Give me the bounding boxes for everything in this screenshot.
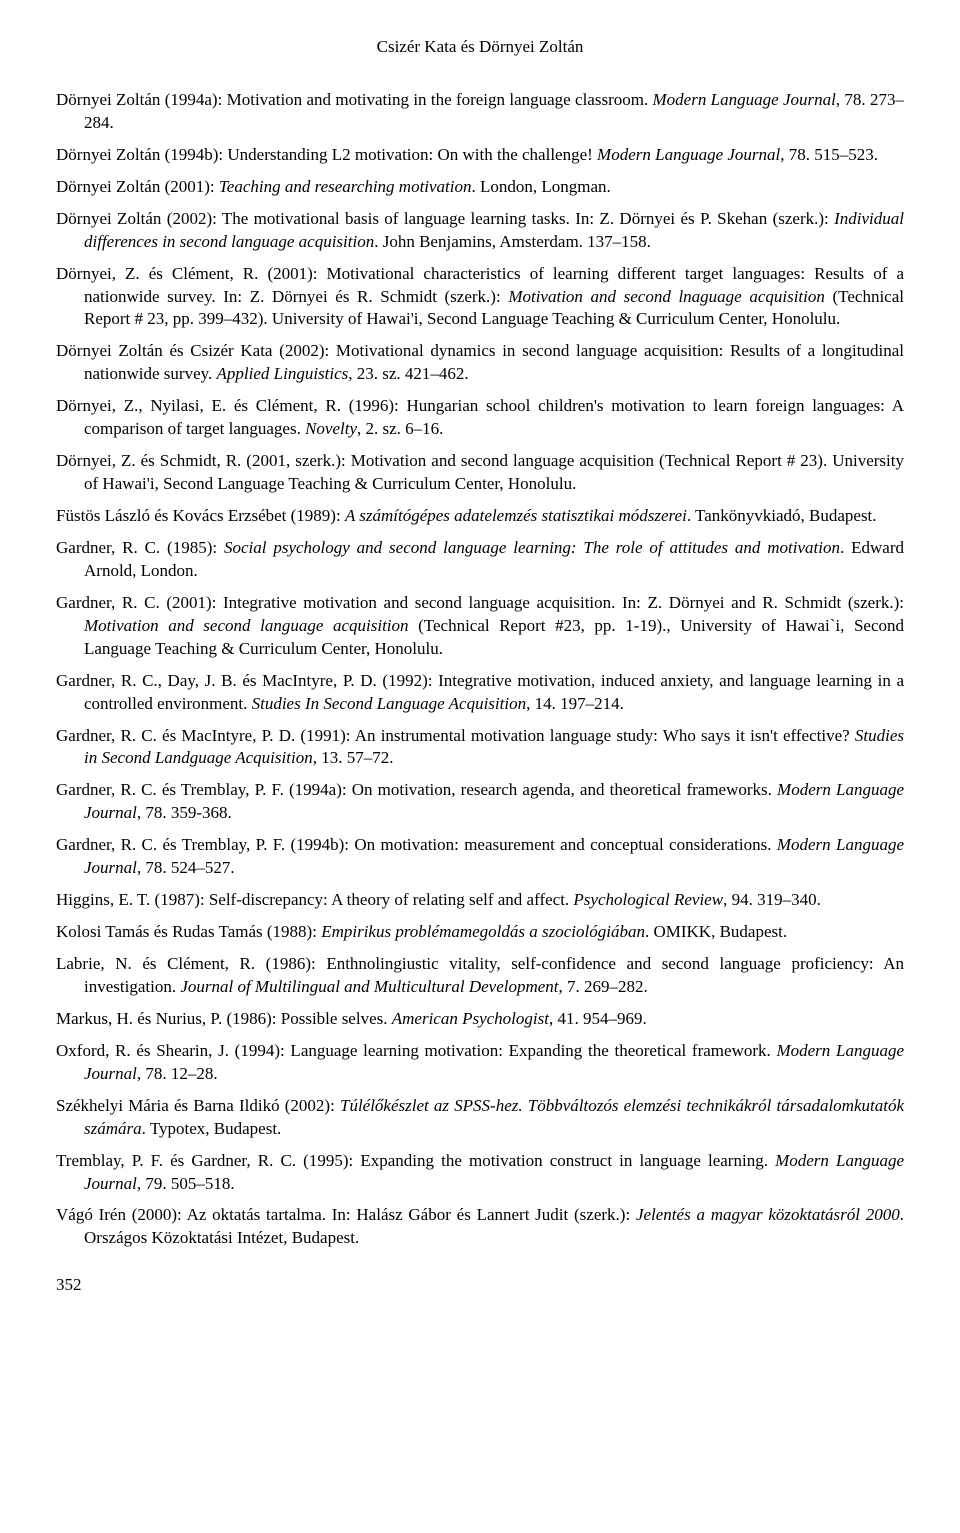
ref-italic: Journal of Multilingual and Multicultura… <box>180 977 558 996</box>
ref-italic: Studies In Second Language Acquisition <box>252 694 527 713</box>
reference-entry: Gardner, R. C. (2001): Integrative motiv… <box>56 592 904 661</box>
ref-text: . Tankönyvkiadó, Budapest. <box>687 506 877 525</box>
ref-text: , 7. 269–282. <box>559 977 648 996</box>
ref-text: Füstös László és Kovács Erzsébet (1989): <box>56 506 345 525</box>
ref-text: , 2. sz. 6–16. <box>357 419 443 438</box>
reference-entry: Dörnyei Zoltán (1994b): Understanding L2… <box>56 144 904 167</box>
reference-entry: Markus, H. és Nurius, P. (1986): Possibl… <box>56 1008 904 1031</box>
reference-entry: Dörnyei Zoltán és Csizér Kata (2002): Mo… <box>56 340 904 386</box>
ref-text: , 78. 12–28. <box>137 1064 218 1083</box>
ref-italic: A számítógépes adatelemzés statisztikai … <box>345 506 687 525</box>
page-header: Csizér Kata és Dörnyei Zoltán <box>56 36 904 59</box>
ref-text: . John Benjamins, Amsterdam. 137–158. <box>374 232 651 251</box>
ref-text: , 94. 319–340. <box>723 890 821 909</box>
reference-entry: Gardner, R. C. és MacIntyre, P. D. (1991… <box>56 725 904 771</box>
ref-text: , 13. 57–72. <box>313 748 394 767</box>
ref-text: Markus, H. és Nurius, P. (1986): Possibl… <box>56 1009 392 1028</box>
reference-entry: Oxford, R. és Shearin, J. (1994): Langua… <box>56 1040 904 1086</box>
ref-italic: Novelty <box>305 419 357 438</box>
ref-text: , 78. 515–523. <box>780 145 878 164</box>
ref-italic: Modern Language Journal <box>653 90 836 109</box>
ref-text: , 79. 505–518. <box>137 1174 235 1193</box>
ref-italic: Motivation and second lnaguage acquisiti… <box>508 287 825 306</box>
reference-entry: Kolosi Tamás és Rudas Tamás (1988): Empi… <box>56 921 904 944</box>
reference-entry: Gardner, R. C. és Tremblay, P. F. (1994a… <box>56 779 904 825</box>
ref-text: Székhelyi Mária és Barna Ildikó (2002): <box>56 1096 340 1115</box>
reference-entry: Gardner, R. C. (1985): Social psychology… <box>56 537 904 583</box>
reference-entry: Dörnyei Zoltán (1994a): Motivation and m… <box>56 89 904 135</box>
ref-text: Tremblay, P. F. és Gardner, R. C. (1995)… <box>56 1151 775 1170</box>
reference-entry: Tremblay, P. F. és Gardner, R. C. (1995)… <box>56 1150 904 1196</box>
ref-text: Dörnyei Zoltán (1994b): Understanding L2… <box>56 145 597 164</box>
reference-entry: Gardner, R. C. és Tremblay, P. F. (1994b… <box>56 834 904 880</box>
ref-text: Oxford, R. és Shearin, J. (1994): Langua… <box>56 1041 776 1060</box>
ref-italic: Jelentés a magyar közoktatásról 2000 <box>636 1205 900 1224</box>
ref-italic: Psychological Review <box>573 890 723 909</box>
ref-italic: American Psychologist <box>392 1009 549 1028</box>
page-number: 352 <box>56 1274 904 1297</box>
ref-text: Dörnyei, Z., Nyilasi, E. és Clément, R. … <box>56 396 904 438</box>
ref-text: Dörnyei, Z. és Schmidt, R. (2001, szerk.… <box>56 451 904 493</box>
ref-text: . London, Longman. <box>472 177 611 196</box>
ref-text: Kolosi Tamás és Rudas Tamás (1988): <box>56 922 321 941</box>
reference-entry: Dörnyei, Z. és Schmidt, R. (2001, szerk.… <box>56 450 904 496</box>
ref-text: Vágó Irén (2000): Az oktatás tartalma. I… <box>56 1205 636 1224</box>
reference-entry: Dörnyei Zoltán (2002): The motivational … <box>56 208 904 254</box>
ref-text: Dörnyei Zoltán (2002): The motivational … <box>56 209 834 228</box>
ref-italic: Social psychology and second language le… <box>224 538 840 557</box>
ref-italic: Motivation and second language acquisiti… <box>84 616 409 635</box>
ref-text: Gardner, R. C. és MacIntyre, P. D. (1991… <box>56 726 855 745</box>
ref-text: Dörnyei Zoltán (1994a): Motivation and m… <box>56 90 653 109</box>
reference-entry: Dörnyei, Z. és Clément, R. (2001): Motiv… <box>56 263 904 332</box>
ref-text: , 78. 359-368. <box>137 803 232 822</box>
ref-italic: Modern Language Journal <box>597 145 780 164</box>
ref-text: . Typotex, Budapest. <box>142 1119 282 1138</box>
reference-entry: Vágó Irén (2000): Az oktatás tartalma. I… <box>56 1204 904 1250</box>
reference-entry: Dörnyei Zoltán (2001): Teaching and rese… <box>56 176 904 199</box>
ref-text: Gardner, R. C. (1985): <box>56 538 224 557</box>
ref-text: . OMIKK, Budapest. <box>645 922 787 941</box>
ref-text: Gardner, R. C. (2001): Integrative motiv… <box>56 593 904 612</box>
ref-text: Dörnyei Zoltán (2001): <box>56 177 219 196</box>
reference-entry: Dörnyei, Z., Nyilasi, E. és Clément, R. … <box>56 395 904 441</box>
ref-italic: Applied Linguistics <box>217 364 349 383</box>
reference-entry: Higgins, E. T. (1987): Self-discrepancy:… <box>56 889 904 912</box>
ref-text: Gardner, R. C. és Tremblay, P. F. (1994a… <box>56 780 777 799</box>
reference-entry: Gardner, R. C., Day, J. B. és MacIntyre,… <box>56 670 904 716</box>
ref-text: Dörnyei Zoltán és Csizér Kata (2002): Mo… <box>56 341 904 383</box>
ref-text: , 78. 524–527. <box>137 858 235 877</box>
ref-text: , 23. sz. 421–462. <box>348 364 468 383</box>
ref-italic: Empirikus problémamegoldás a szociológiá… <box>321 922 645 941</box>
ref-italic: Teaching and researching motivation <box>219 177 472 196</box>
ref-text: Higgins, E. T. (1987): Self-discrepancy:… <box>56 890 573 909</box>
ref-text: , 14. 197–214. <box>526 694 624 713</box>
reference-entry: Labrie, N. és Clément, R. (1986): Enthno… <box>56 953 904 999</box>
reference-entry: Füstös László és Kovács Erzsébet (1989):… <box>56 505 904 528</box>
ref-text: , 41. 954–969. <box>549 1009 647 1028</box>
reference-entry: Székhelyi Mária és Barna Ildikó (2002): … <box>56 1095 904 1141</box>
ref-text: Gardner, R. C. és Tremblay, P. F. (1994b… <box>56 835 777 854</box>
